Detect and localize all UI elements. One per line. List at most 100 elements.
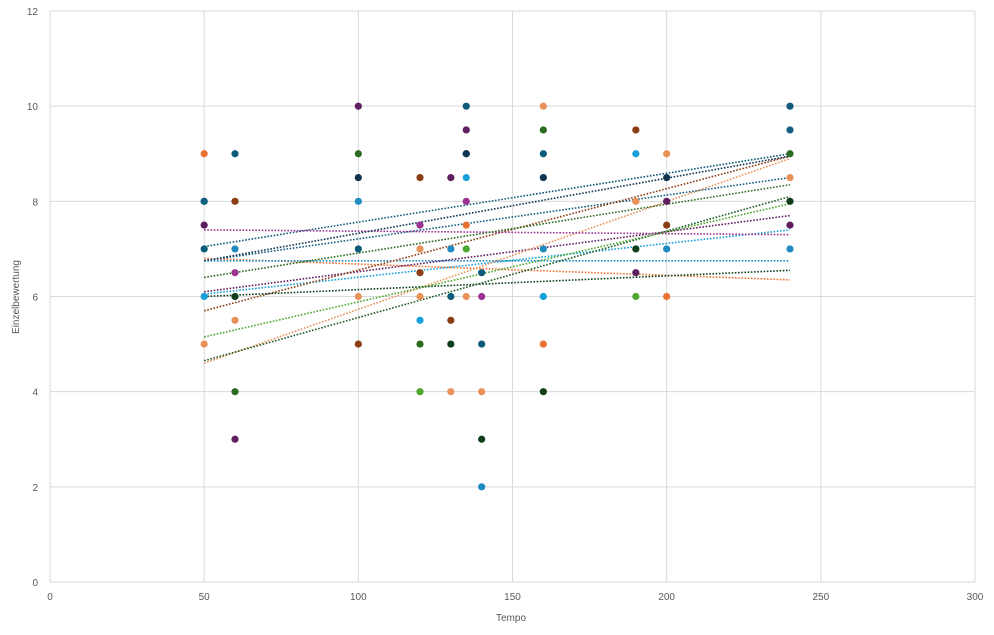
point-green [416,340,424,348]
point-navy [354,173,362,182]
trendline-forest-green [203,195,791,362]
x-tick-label: 50 [199,592,211,603]
point-purple [663,197,671,205]
point-green [354,150,362,158]
point-blue [354,197,362,205]
point-brown [354,340,362,348]
point-purple [632,269,640,277]
point-magenta [478,292,486,301]
trendline-light-green [203,202,791,338]
point-dark-teal [786,126,794,134]
tick-labels: 0 2 4 6 8 10 12 0 50 100 150 200 250 300 [27,7,984,603]
trendlines [203,152,791,364]
x-tick-label: 150 [504,592,521,603]
y-tick-label: 6 [32,293,38,304]
point-teal [231,150,239,158]
point-blue [663,245,671,253]
point-green [231,388,239,396]
point-teal [478,269,486,277]
point-teal [354,245,362,253]
point-green [539,126,547,134]
gridlines [49,10,976,583]
point-purple [200,221,208,229]
point-light-orange [663,150,671,158]
point-purple [462,126,470,134]
trendline-brown [203,155,791,312]
point-brown [416,269,424,277]
point-brown [663,221,671,229]
y-axis-title: Einzelbewertung [11,260,22,334]
point-dark-green [447,340,455,348]
trendline-light-orange [203,157,791,364]
point-teal [478,340,486,348]
point-light-blue [632,150,640,158]
point-navy [663,173,671,182]
point-light-green [416,388,424,396]
point-light-orange [462,292,470,301]
trendline-green [204,183,791,279]
point-orange [663,292,671,301]
y-tick-label: 12 [27,7,39,18]
point-orange [539,340,547,348]
point-dark-green [478,435,486,443]
point-teal [786,102,794,110]
point-light-orange [416,292,424,301]
point-light-green [462,245,470,253]
point-light-orange [478,388,486,396]
point-blue [447,245,455,253]
point-magenta [231,269,239,277]
point-light-blue [462,173,470,182]
point-brown [416,173,424,182]
point-dark-green [786,197,794,205]
trendline-dark-green [204,269,791,298]
y-tick-label: 4 [32,388,38,399]
point-light-blue [539,292,547,301]
point-orange [462,221,470,229]
x-tick-label: 0 [47,592,53,603]
trendline-magenta [204,229,791,236]
point-light-blue [200,292,208,301]
point-blue [786,245,794,253]
y-tick-label: 10 [27,102,39,113]
point-light-orange [539,102,547,110]
y-tick-label: 2 [32,483,38,494]
point-teal [447,292,455,301]
x-tick-label: 100 [350,592,367,603]
point-light-orange [632,197,640,205]
point-blue [539,245,547,253]
point-magenta [416,221,424,229]
point-orange [200,150,208,158]
point-purple [231,435,239,443]
point-blue [478,483,486,491]
point-teal [200,245,208,253]
point-light-blue [416,316,424,324]
point-brown [447,316,455,324]
point-light-orange [786,173,794,182]
point-dark-green [632,245,640,253]
point-magenta [462,197,470,205]
data-points [200,102,794,491]
point-navy [539,173,547,182]
y-tick-label: 0 [32,578,38,589]
point-light-orange [354,292,362,301]
point-navy [462,150,470,158]
point-light-orange [447,388,455,396]
point-dark-green [539,388,547,396]
x-tick-label: 300 [967,592,984,603]
trendline-dark-teal [204,176,791,262]
point-teal [462,102,470,110]
trendline-purple [204,214,791,293]
point-dark-green [231,292,239,301]
point-purple [354,102,362,110]
y-tick-label: 8 [32,197,38,208]
point-blue [231,245,239,253]
x-axis-title: Tempo [496,613,526,624]
trendline-teal [204,152,791,248]
trendline-light-blue [204,229,791,295]
trendline-navy [204,155,791,262]
point-green [786,150,794,158]
point-dark-teal [200,197,208,205]
point-light-orange [200,340,208,348]
point-purple [447,173,455,182]
